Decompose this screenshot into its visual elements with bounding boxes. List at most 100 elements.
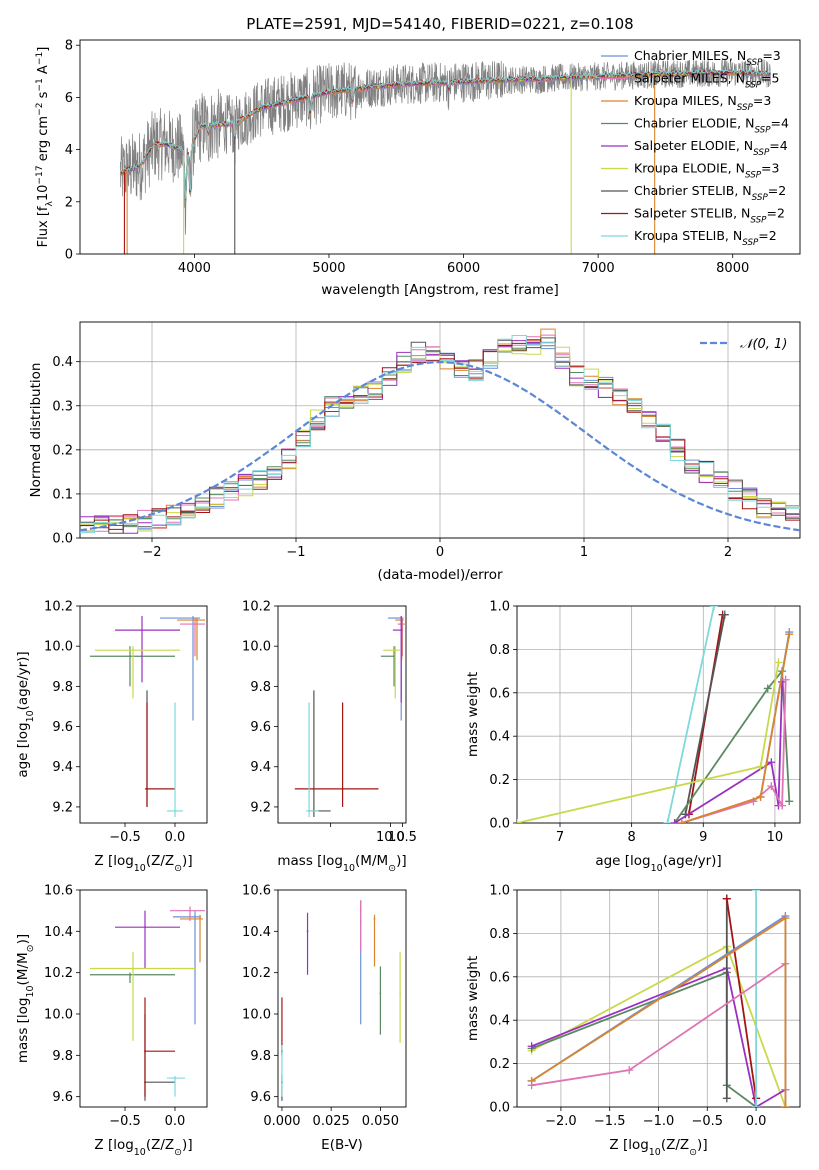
mass-weight-marker <box>785 630 794 639</box>
mass-weight-line <box>725 898 757 1099</box>
axes-frame <box>79 605 208 824</box>
y-axis-label-part: −17 <box>35 165 45 184</box>
data-point <box>189 909 191 912</box>
legend-label-sub: SSP <box>745 171 762 181</box>
legend-label-sub: SSP <box>737 103 754 113</box>
y-axis-label-part: 10 <box>25 710 36 722</box>
x-tick-label: 7 <box>556 830 564 845</box>
x-tick-label: 0.0 <box>746 1114 767 1129</box>
y-tick-label: 0.4 <box>489 1014 510 1029</box>
mass-weight-marker <box>720 610 729 619</box>
y-tick-label: 0.8 <box>489 643 510 658</box>
legend-label-sub: SSP <box>752 193 769 203</box>
data-point <box>194 915 196 918</box>
data-point <box>144 926 146 929</box>
x-tick-label: 6000 <box>447 261 480 276</box>
y-axis-label-part: Flux [f <box>36 206 51 247</box>
y-tick-label: 0.0 <box>52 532 73 547</box>
x-axis-label-part: ⊙ <box>174 1147 182 1158</box>
data-point <box>132 967 134 970</box>
legend-label-sub: SSP <box>754 126 771 136</box>
axes-frame <box>277 889 407 1108</box>
x-tick-label: 0 <box>436 545 444 560</box>
y-tick-label: 10.2 <box>44 966 73 981</box>
legend-label-rest: =3 <box>761 161 779 176</box>
y-tick-label: 9.2 <box>250 800 271 815</box>
x-tick-label: −1.5 <box>594 1114 626 1129</box>
mass-weight-marker <box>781 1103 790 1107</box>
x-axis-label: Z [log10(Z/Z⊙)] <box>94 1137 192 1158</box>
legend-label-rest: =2 <box>758 228 776 243</box>
y-tick-label: 9.6 <box>52 1090 73 1105</box>
y-tick-label: 10.0 <box>242 1008 271 1023</box>
plot-area <box>281 900 401 1101</box>
y-axis-label-part: 10 <box>25 985 36 997</box>
y-tick-label: 0.4 <box>52 355 73 370</box>
data-point <box>132 649 134 652</box>
x-axis-label: age [log10(age/yr)] <box>595 853 721 874</box>
y-tick-label: 9.4 <box>250 760 271 775</box>
y-axis-label-part: s <box>36 91 51 102</box>
mass-vs-ebv-panel: 0.000 0.025 0.050 9.6 9.8 10.0 10.2 10.4 10.6 E(B… <box>242 884 407 1153</box>
mass-weight-marker <box>670 819 679 823</box>
y-tick-label: 0.0 <box>489 817 510 832</box>
y-axis-label: age [log10(age/yr)] <box>15 651 36 777</box>
y-tick-label: 6 <box>65 91 73 106</box>
x-tick-label: −1.0 <box>643 1114 675 1129</box>
mass-weight-line <box>684 614 726 815</box>
legend-label-rest: =3 <box>762 48 780 63</box>
x-axis-label: mass [log10(M/M⊙)] <box>277 853 406 874</box>
y-tick-label: 0.6 <box>489 970 510 985</box>
residual-histogram-step <box>80 339 800 530</box>
y-tick-label: 9.2 <box>52 800 73 815</box>
x-tick-label: 10.0 <box>376 830 405 845</box>
y-tick-label: 0.8 <box>489 927 510 942</box>
data-point <box>174 1077 176 1079</box>
y-axis-label: Flux [fλ10−17 erg cm−2 s−1 A−1] <box>35 47 55 248</box>
y-tick-label: 0.1 <box>52 487 73 502</box>
legend-label: Kroupa ELODIE, NSSP=3 <box>634 161 779 181</box>
y-tick-label: 10.2 <box>242 600 271 615</box>
data-point <box>129 973 131 976</box>
y-tick-label: 9.8 <box>250 680 271 695</box>
x-axis-label-part: )] <box>182 853 193 869</box>
axes-frame <box>79 889 208 1108</box>
x-tick-label: 0.000 <box>263 1114 300 1129</box>
mass-weight-marker <box>625 1066 634 1075</box>
x-tick-label: 8000 <box>716 261 749 276</box>
plot-area <box>517 606 794 823</box>
x-axis-label-part: Z [log <box>94 853 133 869</box>
x-axis-label-part: (Z/Z <box>661 1137 689 1153</box>
data-point <box>192 617 194 619</box>
x-tick-label: 10 <box>767 830 784 845</box>
x-tick-label: 9 <box>699 830 707 845</box>
legend-label-rest: =3 <box>753 93 771 108</box>
data-point <box>373 918 376 920</box>
legend-label-sub: SSP <box>742 238 759 248</box>
y-tick-label: 10.0 <box>44 1008 73 1023</box>
data-point <box>194 623 196 625</box>
y-tick-label: 0.2 <box>489 773 510 788</box>
y-axis-label-part: −1 <box>35 78 45 91</box>
y-tick-label: 0.4 <box>489 730 510 745</box>
mass-weight-marker <box>756 792 765 801</box>
y-tick-label: 9.6 <box>250 720 271 735</box>
data-point <box>394 649 397 652</box>
x-axis-label-part: 10 <box>343 863 355 874</box>
y-tick-label: 9.4 <box>52 760 73 775</box>
y-tick-label: 4 <box>65 143 73 158</box>
axes-frame <box>277 605 407 824</box>
data-point <box>174 810 176 812</box>
mass-weight-marker <box>767 782 776 791</box>
x-tick-label: −0.5 <box>109 1114 141 1129</box>
y-tick-label: 0.2 <box>489 1057 510 1072</box>
data-point <box>141 629 143 632</box>
x-tick-label: 2 <box>724 545 732 560</box>
legend-label-text: Kroupa ELODIE, N <box>634 161 745 176</box>
y-axis-label-part: (age/yr)] <box>15 651 31 710</box>
data-point <box>341 787 344 790</box>
y-tick-label: 10.0 <box>242 640 271 655</box>
legend-label-text: Salpeter MILES, N <box>634 71 745 86</box>
